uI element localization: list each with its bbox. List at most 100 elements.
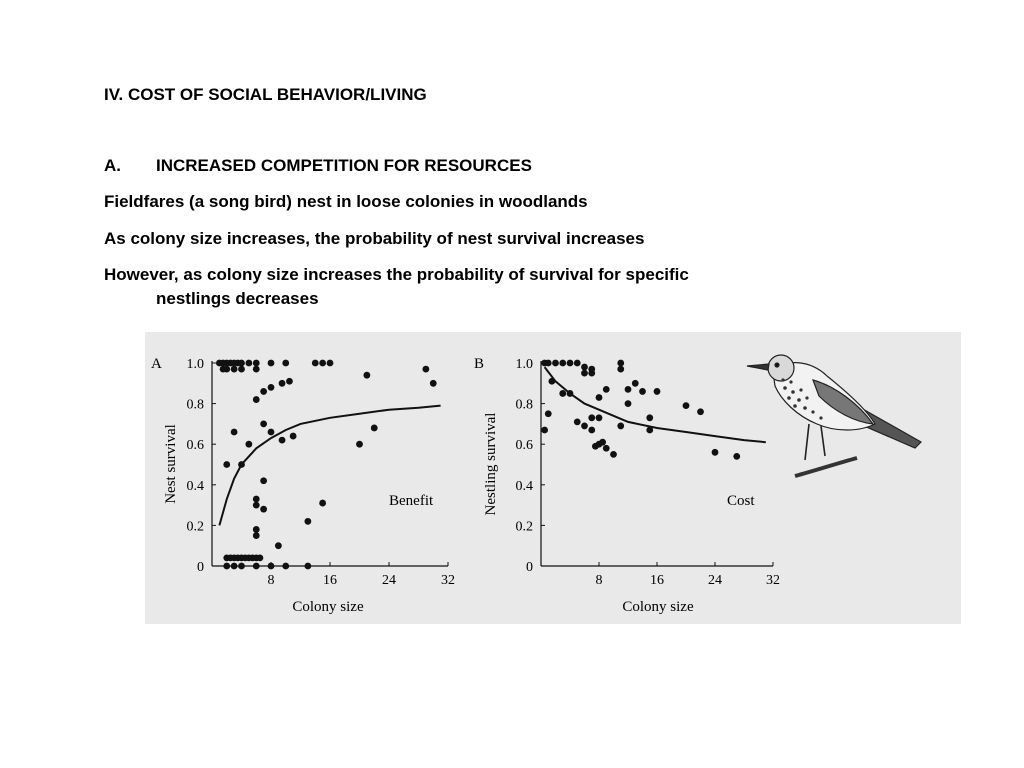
y-tick-label: 0.6 [187, 438, 205, 453]
data-point [429, 379, 437, 387]
data-point [260, 477, 268, 485]
data-point [624, 400, 632, 407]
data-point [311, 359, 319, 367]
data-point [646, 426, 654, 434]
y-tick-label: 0.6 [516, 438, 534, 453]
panel-a-trend-line [218, 404, 441, 526]
panel-b-y-ticks: 0 0.2 0.4 0.6 0.8 1.0 [516, 357, 545, 575]
data-point [544, 359, 552, 367]
data-point [624, 385, 632, 393]
data-point [646, 414, 654, 422]
x-tick-label: 24 [382, 573, 396, 588]
data-point [252, 396, 260, 403]
data-point [588, 369, 596, 377]
data-point [595, 414, 603, 422]
data-point [631, 379, 639, 387]
y-tick-label: 0.4 [516, 479, 534, 494]
panel-b-annotation: Cost [727, 493, 755, 509]
y-tick-label: 0.4 [187, 479, 205, 494]
data-point [653, 388, 661, 395]
data-point [238, 461, 245, 468]
y-tick-label: 0.8 [516, 398, 534, 413]
x-tick-label: 32 [441, 573, 455, 588]
body-line-nest-survival: As colony size increases, the probabilit… [104, 229, 645, 248]
data-point [573, 359, 581, 367]
panel-a-axes [211, 361, 448, 567]
y-tick-label: 1.0 [187, 357, 205, 372]
x-tick-label: 16 [323, 573, 337, 588]
data-point [282, 562, 290, 570]
data-point [278, 379, 286, 387]
panel-a-points [215, 359, 437, 570]
x-tick-label: 8 [596, 573, 603, 588]
x-tick-label: 32 [766, 573, 780, 588]
data-point [711, 448, 719, 456]
panel-b-trend-line [543, 366, 766, 444]
x-tick-label: 16 [650, 573, 664, 588]
data-point [319, 499, 327, 507]
fieldfare-bird-illustration [746, 354, 922, 478]
data-point [319, 359, 327, 367]
data-point [252, 365, 260, 373]
data-point [326, 359, 334, 367]
data-point [252, 495, 260, 503]
y-tick-label: 0.8 [187, 398, 205, 413]
data-point [548, 377, 556, 385]
data-point [566, 390, 574, 397]
data-point [552, 359, 559, 367]
data-point [617, 422, 625, 430]
y-tick-label: 0.2 [187, 519, 205, 534]
data-point [733, 452, 741, 460]
data-point [541, 426, 549, 434]
panel-b-x-ticks: 8 16 24 32 [596, 562, 780, 588]
panel-a-x-ticks: 8 16 24 32 [268, 562, 455, 588]
data-point [639, 388, 646, 395]
data-point [252, 562, 260, 570]
data-point [617, 365, 625, 373]
data-point [422, 365, 430, 373]
data-point [602, 444, 610, 452]
data-point [559, 390, 567, 397]
panel-b-label: B [474, 356, 484, 372]
panel-a-y-axis-label: Nest survival [163, 424, 179, 504]
data-point [595, 394, 603, 401]
data-point [252, 526, 260, 533]
data-point [238, 562, 245, 570]
data-point [230, 428, 238, 436]
data-point [230, 365, 238, 373]
data-point [363, 371, 371, 379]
body-line-fieldfares: Fieldfares (a song bird) nest in loose c… [104, 192, 588, 211]
slide-heading: IV. COST OF SOCIAL BEHAVIOR/LIVING [104, 85, 427, 104]
data-point [617, 359, 625, 367]
data-point [267, 428, 275, 436]
panel-a-y-ticks: 0 0.2 0.4 0.6 0.8 1.0 [187, 357, 216, 575]
data-point [245, 440, 253, 448]
data-point [274, 542, 282, 550]
panel-a-annotation: Benefit [389, 493, 434, 509]
chart-nest-survival: A 0 0.2 0.4 0.6 0.8 1.0 8 16 24 32 Benefit Colon… [151, 356, 455, 615]
panel-b-x-axis-label: Colony size [622, 599, 694, 615]
data-point [566, 359, 574, 367]
data-point [252, 359, 260, 367]
panel-a-x-axis-label: Colony size [292, 599, 364, 615]
data-point [370, 424, 378, 432]
data-point [682, 402, 690, 410]
chart-nestling-survival: B 0 0.2 0.4 0.6 0.8 1.0 8 16 24 32 Cost Colony s… [474, 356, 780, 615]
data-point [602, 385, 610, 393]
data-point [581, 369, 588, 377]
data-point [223, 562, 231, 570]
panel-b-points [541, 359, 741, 460]
data-point [588, 414, 596, 422]
data-point [238, 359, 245, 367]
data-point [581, 422, 588, 430]
body-line-nestling-survival: However, as colony size increases the pr… [104, 265, 689, 284]
data-point [267, 383, 275, 391]
data-point [230, 562, 238, 570]
data-point [260, 505, 268, 513]
section-letter: A. [104, 156, 121, 175]
data-point [223, 461, 231, 468]
y-tick-label: 0 [526, 560, 533, 575]
data-point [260, 388, 268, 395]
data-point [256, 554, 264, 562]
data-point [697, 408, 704, 416]
